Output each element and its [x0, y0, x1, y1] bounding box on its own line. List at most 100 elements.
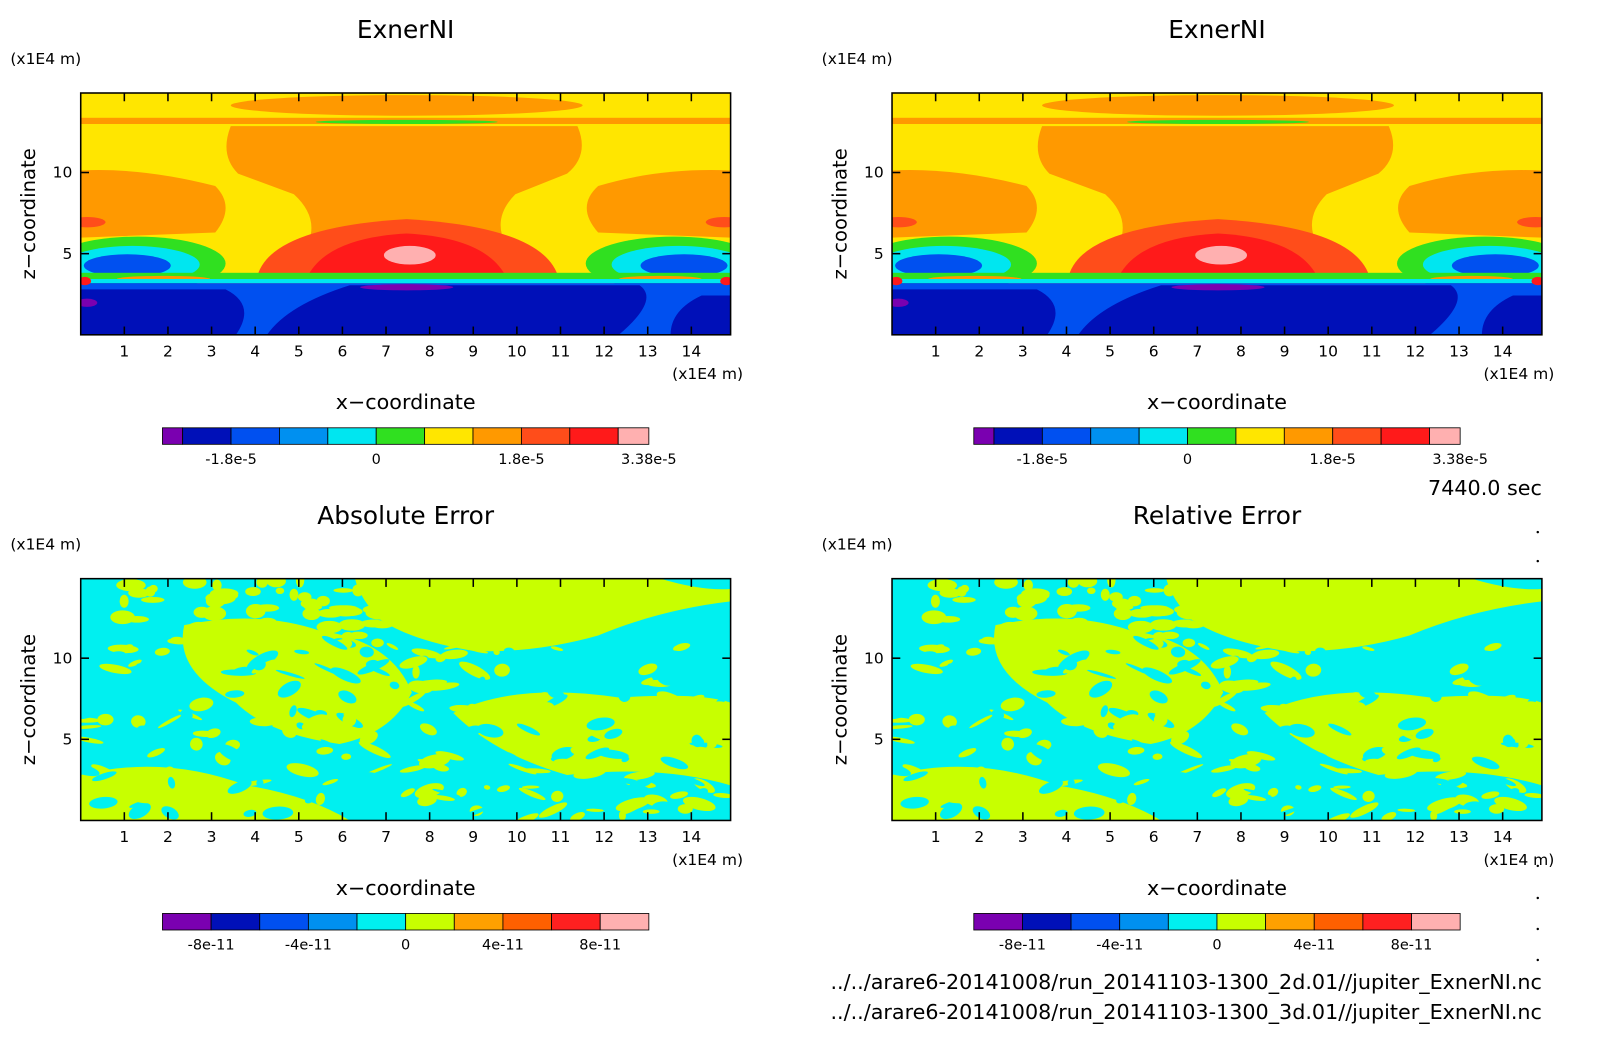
x-tick-label: 12 [594, 828, 614, 846]
x-tick-label: 10 [1318, 828, 1338, 846]
x-tick-label: 2 [974, 828, 984, 846]
contour-region [352, 584, 364, 597]
contour-region [935, 700, 951, 709]
contour-region [358, 741, 391, 758]
x-tick-label: 13 [638, 343, 658, 361]
x-tick-label: 9 [468, 828, 478, 846]
contour-region [1056, 587, 1073, 597]
x-tick-label: 4 [1062, 828, 1072, 846]
contour-region [970, 731, 979, 741]
contour-region [418, 792, 435, 802]
contour-region [645, 702, 654, 711]
dot [1536, 559, 1540, 563]
contour-region [892, 700, 919, 719]
contour-region [1242, 794, 1267, 801]
contour-region [681, 694, 705, 708]
contour-region [383, 245, 436, 265]
contour-region [99, 663, 132, 675]
contour-region [1037, 126, 1394, 243]
contour-region [1432, 756, 1441, 763]
contour-region [518, 787, 546, 801]
contour-region [892, 725, 913, 730]
contour-region [1226, 783, 1256, 799]
x-tick-label: 9 [1280, 828, 1290, 846]
contour-region [660, 756, 689, 770]
contour-region [670, 791, 689, 799]
colorbar-box [1283, 427, 1334, 445]
contour-region [1072, 696, 1103, 717]
x-tick-label: 6 [337, 828, 347, 846]
colorbar-tick-label: -1.8e-5 [1017, 452, 1069, 468]
contour-region [80, 217, 106, 228]
contour-region [1107, 578, 1116, 588]
contour-region [1057, 604, 1077, 619]
contour-region [1036, 690, 1056, 698]
contour-region [316, 746, 334, 755]
x-tick-label: 10 [1318, 343, 1338, 361]
contour-region [167, 776, 176, 789]
x-tick-label: 1 [119, 828, 129, 846]
contour-region [1305, 663, 1322, 677]
contour-region [295, 578, 305, 588]
contour-region [456, 807, 489, 820]
contour-region [246, 649, 259, 656]
contour-region [550, 646, 564, 651]
contour-region [225, 690, 245, 698]
contour-region [1509, 788, 1520, 795]
chart-title: Relative Error [1133, 501, 1302, 530]
contour-region [354, 578, 731, 652]
x-axis-label: x−coordinate [1147, 390, 1287, 414]
contour-region [1183, 621, 1205, 629]
contour-region [1267, 787, 1279, 797]
contour-region [713, 793, 731, 798]
x-axis-label: x−coordinate [1147, 876, 1287, 900]
contour-region [1074, 763, 1095, 777]
contour-region [263, 763, 283, 777]
contour-region [621, 756, 630, 763]
contour-region [892, 276, 903, 286]
contour-region [1244, 764, 1261, 772]
contour-region [1133, 635, 1159, 650]
contour-region [361, 772, 382, 784]
contour-region [1328, 723, 1352, 736]
contour-region [1170, 646, 1186, 658]
contour-region [570, 747, 581, 755]
contour-region [202, 606, 227, 621]
contour-region [1042, 95, 1394, 116]
colorbar-tick-label: -8e-11 [999, 938, 1046, 954]
contour-region [1127, 792, 1137, 806]
contour-region [551, 746, 576, 761]
colorbar-box [1216, 913, 1267, 931]
contour-region [320, 739, 343, 751]
contour-region [1330, 787, 1357, 801]
contour-region [400, 803, 409, 809]
contour-region [212, 579, 222, 591]
contour-region [372, 607, 399, 615]
contour-region [966, 647, 982, 656]
x-tick-label: 2 [163, 343, 173, 361]
contour-region [1289, 676, 1297, 686]
colorbar-box [1332, 427, 1382, 445]
colorbar-tick-label: 4e-11 [1293, 938, 1335, 954]
contour-region [90, 672, 109, 682]
contour-region [1149, 619, 1177, 631]
contour-region [892, 717, 913, 723]
colorbar-tick-label: 3.38e-5 [1432, 452, 1488, 468]
colorbar-box [973, 427, 995, 445]
contour-region [1087, 669, 1116, 679]
contour-region [382, 743, 390, 750]
contour-region [1362, 646, 1375, 651]
contour-region [1517, 217, 1542, 228]
contour-region [1169, 741, 1203, 758]
contour-region [233, 666, 253, 675]
colorbar-tick-label: 0 [372, 452, 381, 468]
contour-region [230, 95, 583, 116]
x-tick-label: 11 [1362, 828, 1382, 846]
contour-region [322, 778, 339, 786]
contour-region [1481, 295, 1542, 335]
contour-region [586, 730, 606, 741]
contour-region [1304, 649, 1312, 656]
contour-field [80, 578, 731, 821]
colorbar-tick-label: -1.8e-5 [205, 452, 257, 468]
dot [1536, 530, 1540, 534]
